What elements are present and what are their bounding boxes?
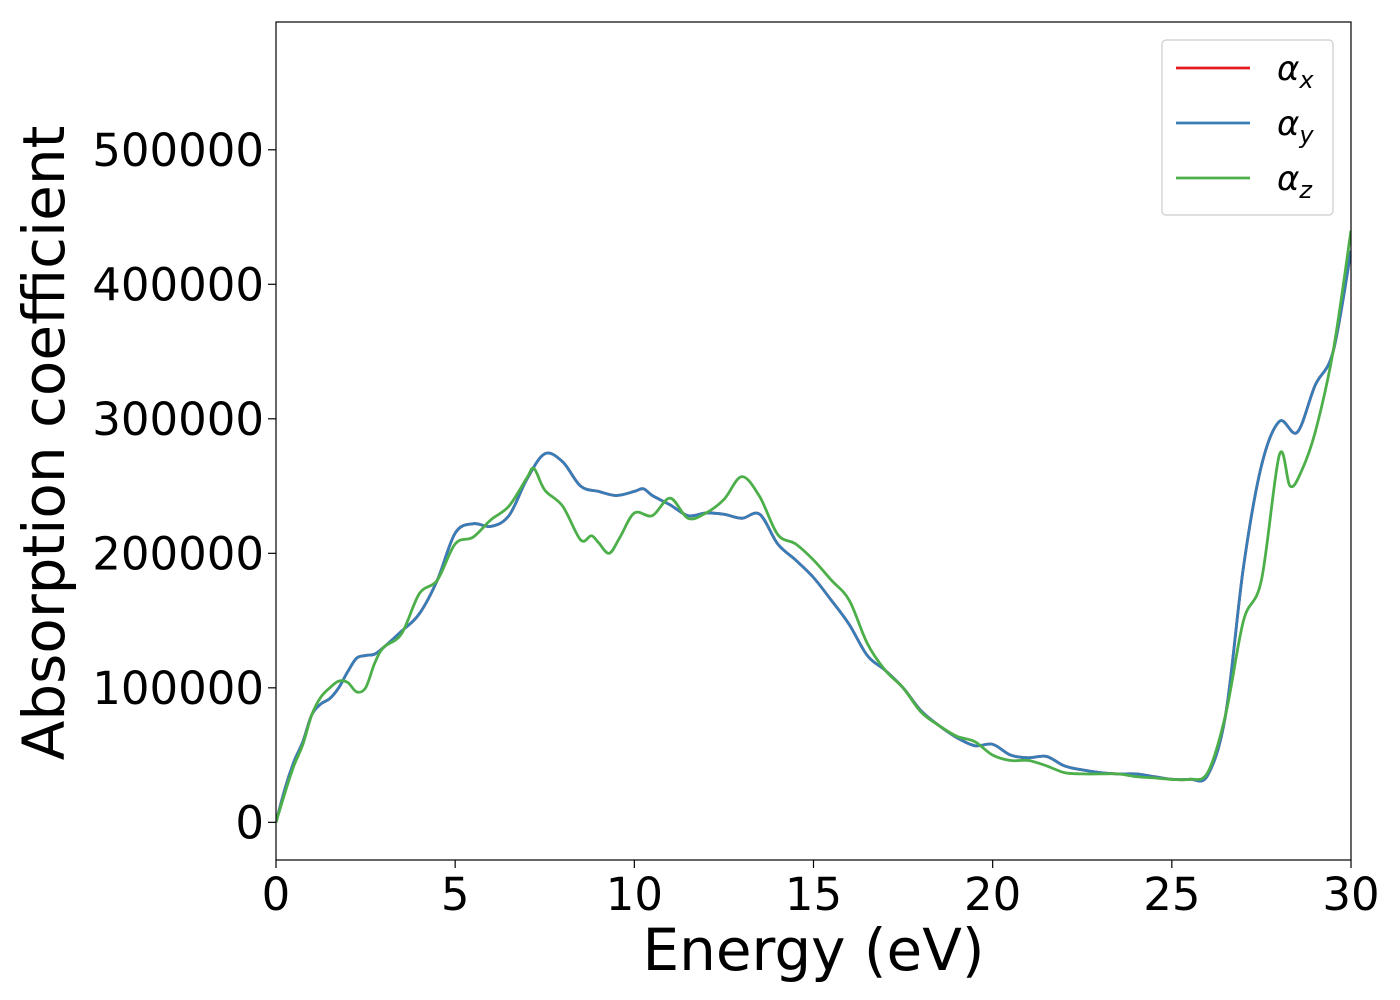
x-tick-label: 25: [1143, 868, 1200, 921]
y-tick-label: 400000: [92, 258, 264, 311]
y-tick-label: 100000: [92, 662, 264, 715]
x-tick-label: 15: [785, 868, 842, 921]
x-tick-label: 20: [964, 868, 1021, 921]
plot-frame: [275, 21, 1352, 861]
y-axis-title: Absorption coefficient: [10, 126, 78, 761]
series-line-alpha-z: [276, 230, 1351, 823]
x-tick-label: 0: [262, 868, 291, 921]
y-tick-label: 500000: [92, 124, 264, 177]
x-tick-label: 30: [1322, 868, 1379, 921]
y-tick-label: 300000: [92, 393, 264, 446]
x-tick-label: 5: [441, 868, 470, 921]
x-tick-label: 10: [606, 868, 663, 921]
x-axis-title: Energy (eV): [642, 916, 984, 984]
y-tick-label: 0: [235, 796, 264, 849]
series-layer: [276, 230, 1351, 823]
legend-box: [1161, 39, 1334, 216]
y-tick-label: 200000: [92, 527, 264, 580]
axis-layer: 0 5 10 15 20 25 30 0 100000 200000 300000 400000 500…: [92, 124, 1379, 921]
